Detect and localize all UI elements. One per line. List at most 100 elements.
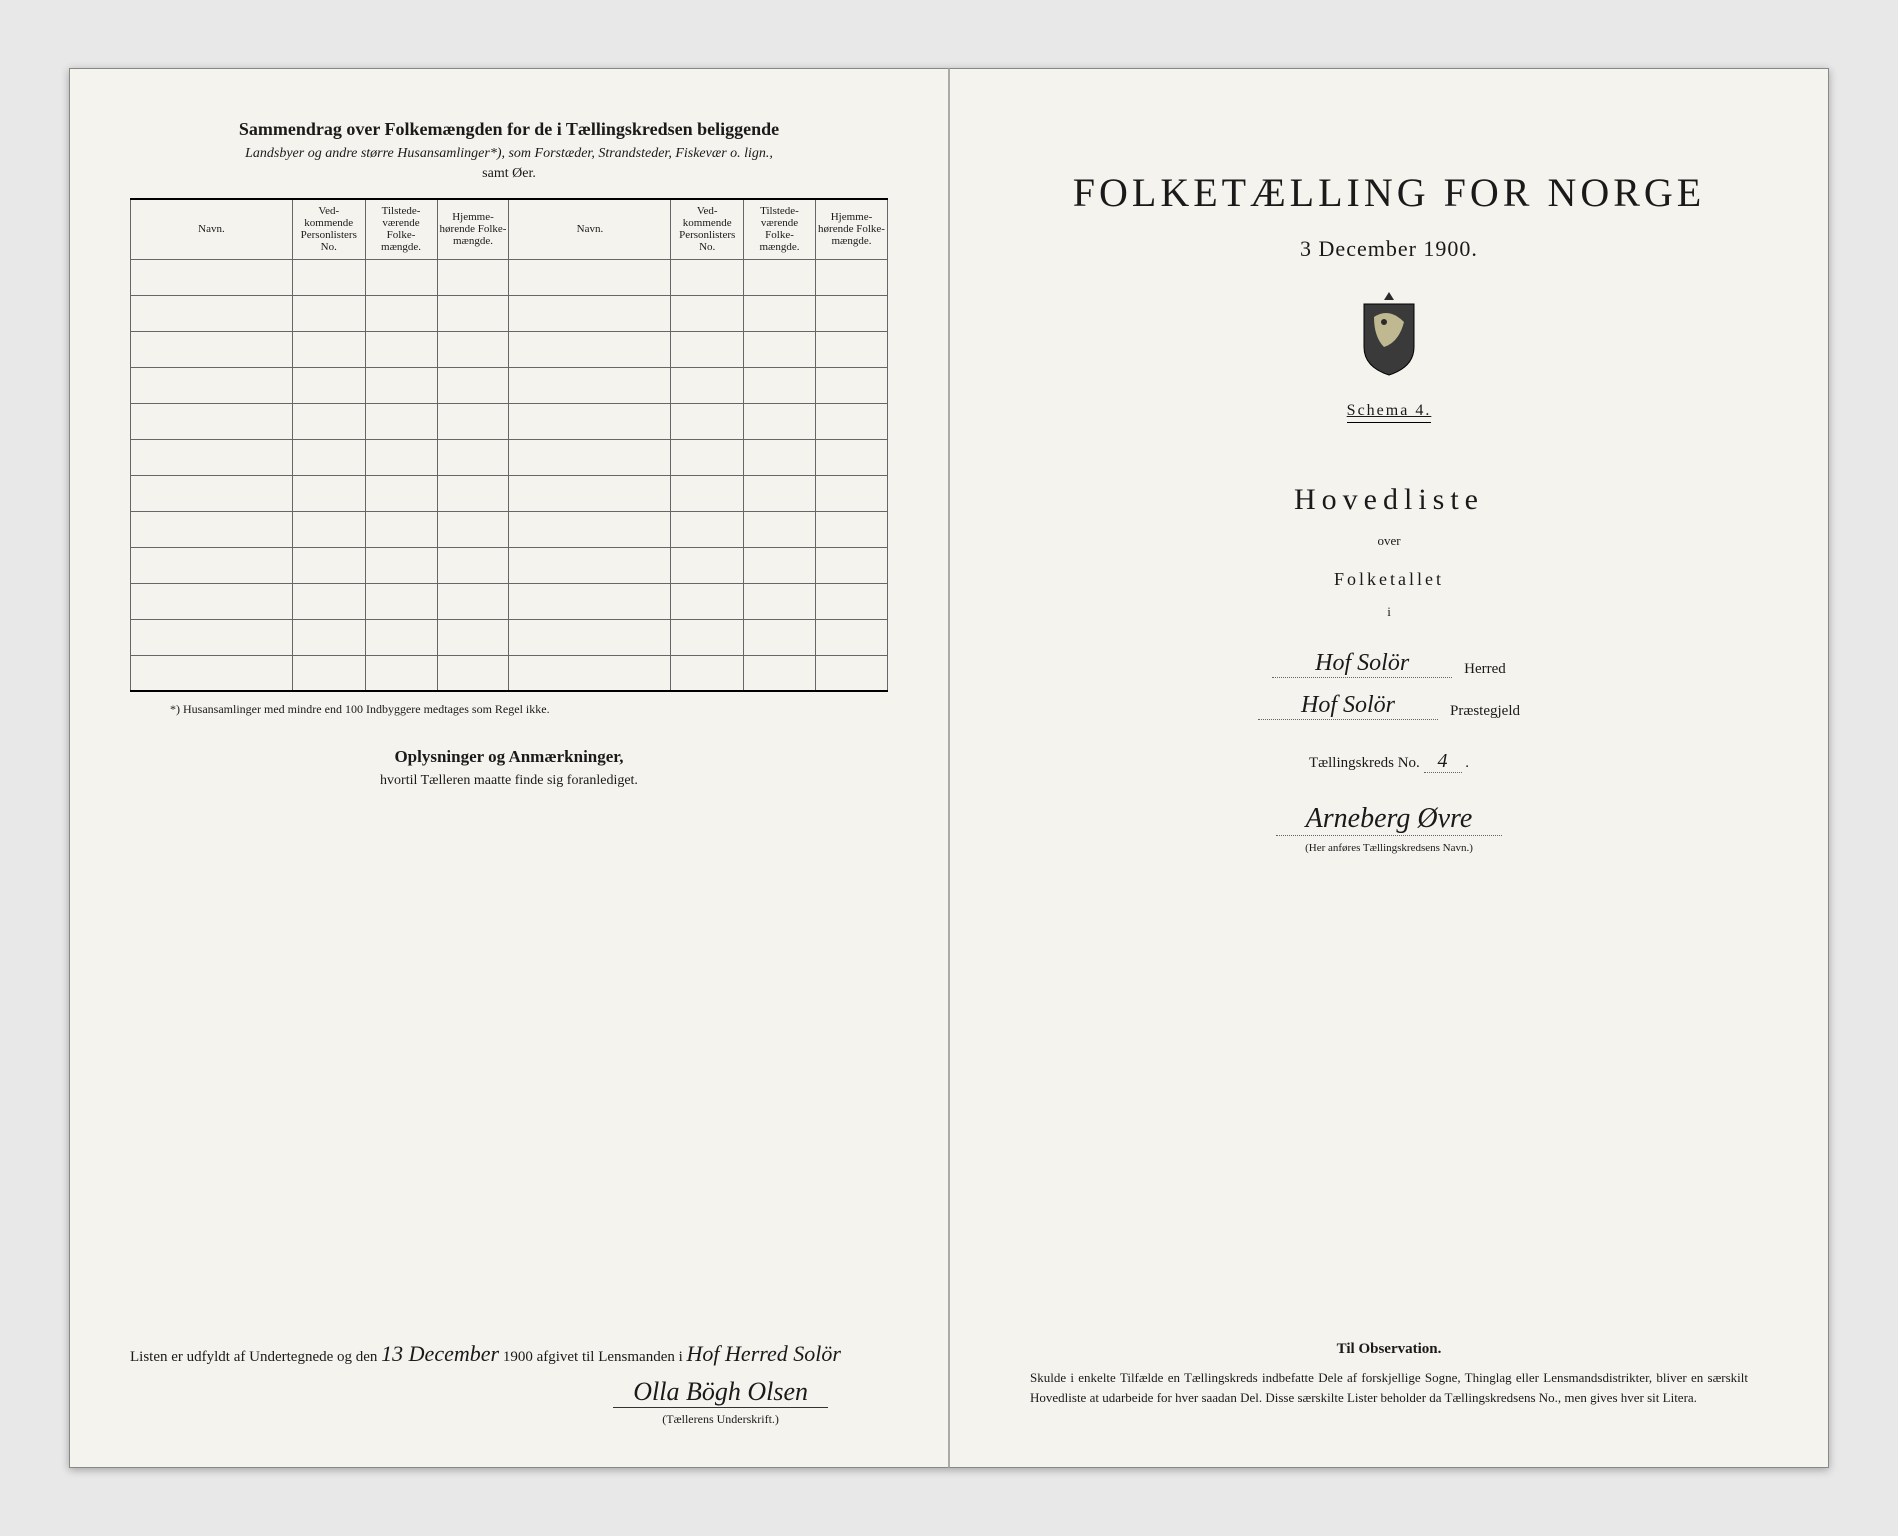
table-cell xyxy=(292,655,365,691)
table-cell xyxy=(744,367,816,403)
signature-label: (Tællerens Underskrift.) xyxy=(613,1412,828,1427)
table-cell xyxy=(815,439,887,475)
table-cell xyxy=(509,547,671,583)
table-cell xyxy=(365,259,437,295)
table-cell xyxy=(437,511,509,547)
table-cell xyxy=(744,295,816,331)
bottom-date: 13 December xyxy=(381,1341,499,1366)
table-cell xyxy=(744,511,816,547)
main-title: FOLKETÆLLING FOR NORGE xyxy=(1010,169,1768,216)
kreds-name: Arneberg Øvre xyxy=(1276,803,1503,836)
bottom-year: 1900 xyxy=(503,1349,533,1365)
table-cell xyxy=(671,547,744,583)
summary-subtitle2: samt Øer. xyxy=(130,166,888,182)
table-cell xyxy=(815,511,887,547)
table-row xyxy=(131,655,888,691)
i-label: i xyxy=(1010,604,1768,620)
table-cell xyxy=(365,619,437,655)
table-cell xyxy=(815,583,887,619)
table-cell xyxy=(365,583,437,619)
table-cell xyxy=(815,367,887,403)
table-row xyxy=(131,583,888,619)
col-navn-1: Navn. xyxy=(131,199,293,259)
table-cell xyxy=(671,583,744,619)
table-cell xyxy=(815,475,887,511)
table-cell xyxy=(671,475,744,511)
table-cell xyxy=(437,439,509,475)
table-row xyxy=(131,295,888,331)
table-cell xyxy=(671,655,744,691)
table-cell xyxy=(744,475,816,511)
summary-subtitle: Landsbyer og andre større Husansamlinger… xyxy=(130,146,888,162)
herred-row: Hof Solör Herred xyxy=(1010,650,1768,678)
table-cell xyxy=(437,475,509,511)
table-cell xyxy=(815,403,887,439)
table-cell xyxy=(509,259,671,295)
col-tilstede-2: Tilstede-værende Folke-mængde. xyxy=(744,199,816,259)
col-navn-2: Navn. xyxy=(509,199,671,259)
footnote: *) Husansamlinger med mindre end 100 Ind… xyxy=(170,702,888,717)
table-cell xyxy=(671,619,744,655)
kreds-hint: (Her anføres Tællingskredsens Navn.) xyxy=(1010,842,1768,854)
herred-value: Hof Solör xyxy=(1272,650,1452,678)
table-cell xyxy=(744,403,816,439)
table-cell xyxy=(437,331,509,367)
table-cell xyxy=(509,655,671,691)
table-cell xyxy=(815,295,887,331)
bottom-mid: afgivet til Lensmanden i xyxy=(537,1349,683,1365)
observation-title: Til Observation. xyxy=(1030,1341,1748,1358)
table-cell xyxy=(437,619,509,655)
col-vedkommende-2: Ved-kommende Personlisters No. xyxy=(671,199,744,259)
table-cell xyxy=(744,619,816,655)
table-cell xyxy=(744,547,816,583)
summary-tbody xyxy=(131,259,888,691)
table-row xyxy=(131,511,888,547)
oplysninger-title: Oplysninger og Anmærkninger, xyxy=(130,747,888,767)
table-cell xyxy=(509,583,671,619)
table-cell xyxy=(131,439,293,475)
table-cell xyxy=(131,547,293,583)
observation-text: Skulde i enkelte Tilfælde en Tællingskre… xyxy=(1030,1368,1748,1407)
table-row xyxy=(131,259,888,295)
table-cell xyxy=(437,583,509,619)
table-cell xyxy=(292,259,365,295)
table-cell xyxy=(365,367,437,403)
table-cell xyxy=(292,403,365,439)
table-cell xyxy=(815,547,887,583)
table-cell xyxy=(365,295,437,331)
table-cell xyxy=(437,547,509,583)
table-cell xyxy=(292,511,365,547)
signature: Olla Bögh Olsen xyxy=(613,1377,828,1408)
table-cell xyxy=(509,403,671,439)
col-tilstede-1: Tilstede-værende Folke-mængde. xyxy=(365,199,437,259)
table-cell xyxy=(131,583,293,619)
table-cell xyxy=(815,259,887,295)
right-page: FOLKETÆLLING FOR NORGE 3 December 1900. … xyxy=(949,68,1829,1468)
table-cell xyxy=(131,259,293,295)
table-cell xyxy=(671,403,744,439)
table-cell xyxy=(365,547,437,583)
folketallet-label: Folketallet xyxy=(1010,569,1768,590)
table-cell xyxy=(131,475,293,511)
table-cell xyxy=(815,655,887,691)
table-cell xyxy=(292,583,365,619)
bottom-attestation: Listen er udfyldt af Undertegnede og den… xyxy=(130,1341,888,1367)
col-hjemme-2: Hjemme-hørende Folke-mængde. xyxy=(815,199,887,259)
schema-label: Schema 4. xyxy=(1347,402,1432,423)
praeste-label: Præstegjeld xyxy=(1450,703,1520,720)
table-cell xyxy=(365,331,437,367)
table-cell xyxy=(131,655,293,691)
table-cell xyxy=(131,331,293,367)
summary-table: Navn. Ved-kommende Personlisters No. Til… xyxy=(130,198,888,692)
bottom-prefix: Listen er udfyldt af Undertegnede og den xyxy=(130,1349,377,1365)
table-cell xyxy=(744,331,816,367)
table-cell xyxy=(671,295,744,331)
summary-title: Sammendrag over Folkemængden for de i Tæ… xyxy=(130,119,888,140)
table-cell xyxy=(509,475,671,511)
table-cell xyxy=(671,511,744,547)
left-page: Sammendrag over Folkemængden for de i Tæ… xyxy=(69,68,949,1468)
table-cell xyxy=(509,511,671,547)
herred-label: Herred xyxy=(1464,661,1506,678)
table-cell xyxy=(744,259,816,295)
kreds-prefix: Tællingskreds No. xyxy=(1309,755,1420,771)
